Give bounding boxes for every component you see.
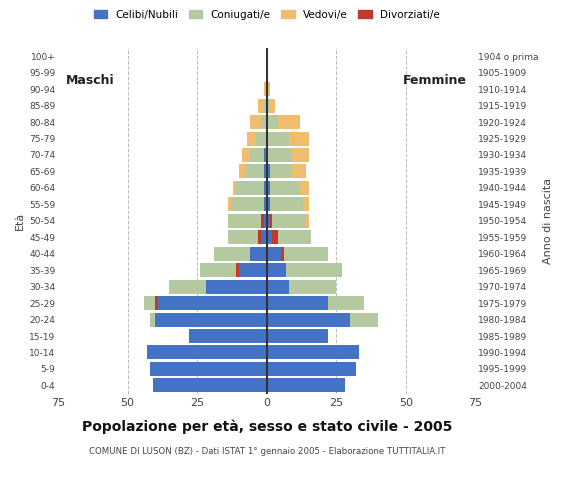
Bar (239, 165, 245, 179)
Bar (289, 280, 336, 294)
Bar (270, 165, 292, 179)
Text: Femmine: Femmine (403, 74, 467, 87)
Bar (267, 378, 345, 392)
Bar (239, 263, 267, 277)
Bar (267, 181, 270, 195)
Bar (155, 312, 267, 326)
Bar (292, 165, 306, 179)
Bar (270, 98, 275, 113)
Bar (270, 214, 306, 228)
Y-axis label: Età: Età (15, 212, 25, 230)
Bar (303, 197, 309, 211)
Bar (273, 230, 278, 244)
Bar (259, 98, 264, 113)
Bar (267, 312, 350, 326)
Bar (214, 247, 250, 261)
Bar (150, 362, 267, 376)
Bar (147, 346, 267, 360)
Bar (189, 329, 267, 343)
Bar (261, 115, 267, 129)
Bar (281, 247, 284, 261)
Bar (250, 247, 267, 261)
Bar (270, 197, 303, 211)
Bar (300, 181, 309, 195)
Bar (270, 181, 300, 195)
Bar (155, 296, 158, 310)
Bar (287, 263, 342, 277)
Text: Popolazione per età, sesso e stato civile - 2005: Popolazione per età, sesso e stato civil… (82, 420, 452, 434)
Bar (289, 132, 309, 145)
Bar (267, 329, 328, 343)
Bar (228, 197, 231, 211)
Bar (267, 346, 358, 360)
Bar (264, 98, 267, 113)
Bar (150, 312, 155, 326)
Bar (264, 148, 267, 162)
Bar (264, 165, 267, 179)
Bar (264, 82, 267, 96)
Bar (205, 280, 267, 294)
Bar (200, 263, 239, 277)
Bar (267, 197, 270, 211)
Bar (267, 230, 273, 244)
Bar (261, 230, 267, 244)
Bar (328, 296, 364, 310)
Legend: Celibi/Nubili, Coniugati/e, Vedovi/e, Divorziati/e: Celibi/Nubili, Coniugati/e, Vedovi/e, Di… (92, 8, 442, 22)
Bar (228, 230, 261, 244)
Bar (233, 181, 236, 195)
Bar (267, 214, 270, 228)
Bar (267, 98, 270, 113)
Bar (267, 247, 281, 261)
Bar (267, 132, 289, 145)
Bar (264, 181, 267, 195)
Bar (267, 280, 289, 294)
Bar (267, 263, 287, 277)
Bar (267, 296, 328, 310)
Bar (169, 280, 205, 294)
Bar (259, 230, 261, 244)
Bar (153, 378, 267, 392)
Bar (267, 115, 278, 129)
Bar (236, 181, 264, 195)
Bar (267, 82, 270, 96)
Bar (267, 148, 292, 162)
Bar (273, 230, 311, 244)
Text: Maschi: Maschi (66, 74, 115, 87)
Bar (256, 132, 267, 145)
Bar (350, 312, 378, 326)
Bar (231, 197, 264, 211)
Bar (267, 362, 356, 376)
Bar (270, 214, 273, 228)
Bar (236, 263, 239, 277)
Bar (267, 165, 270, 179)
Bar (144, 296, 158, 310)
Bar (278, 115, 300, 129)
Bar (264, 197, 267, 211)
Bar (247, 132, 256, 145)
Y-axis label: Anno di nascita: Anno di nascita (543, 178, 553, 264)
Bar (281, 247, 328, 261)
Bar (250, 148, 264, 162)
Bar (228, 214, 264, 228)
Bar (306, 214, 309, 228)
Bar (292, 148, 309, 162)
Bar (261, 214, 264, 228)
Bar (245, 165, 264, 179)
Bar (158, 296, 267, 310)
Bar (242, 148, 250, 162)
Bar (250, 115, 261, 129)
Text: COMUNE DI LUSON (BZ) - Dati ISTAT 1° gennaio 2005 - Elaborazione TUTTITALIA.IT: COMUNE DI LUSON (BZ) - Dati ISTAT 1° gen… (89, 447, 445, 456)
Bar (264, 214, 267, 228)
